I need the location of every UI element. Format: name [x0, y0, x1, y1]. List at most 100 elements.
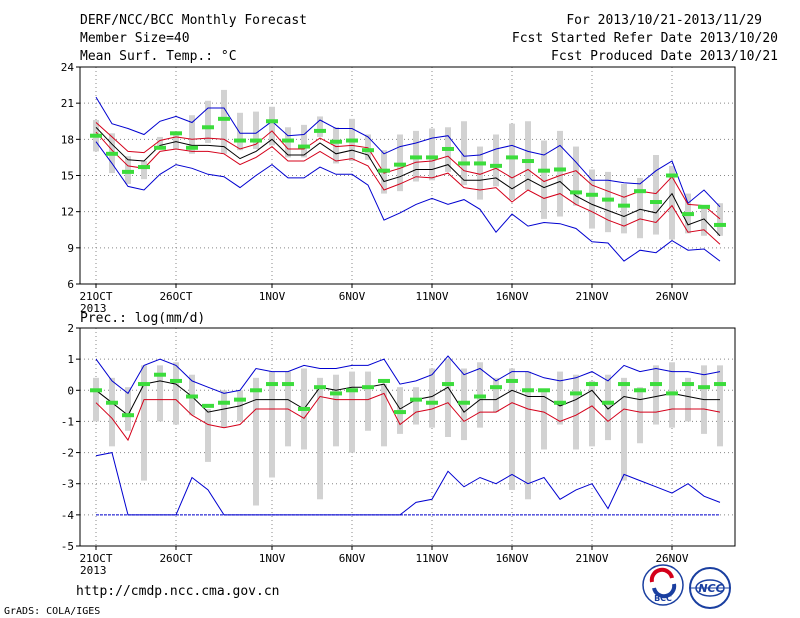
prec-median-mark	[650, 382, 662, 387]
prec-xtick-label: 6NOV	[339, 552, 366, 565]
prec-ytick-label: -4	[61, 509, 75, 522]
temp-xtick-label: 11NOV	[415, 290, 448, 303]
prec-xtick-label: 11NOV	[415, 552, 448, 565]
temp-median-mark	[154, 145, 166, 150]
temp-ensemble-box	[429, 128, 435, 181]
temp-median-mark	[714, 222, 726, 227]
temp-median-mark	[346, 138, 358, 143]
prec-ytick-label: -1	[61, 415, 74, 428]
temp-median-mark	[522, 159, 534, 164]
prec-ensemble-box	[605, 374, 611, 441]
temp-ensemble-box	[173, 132, 179, 149]
prec-ensemble-box	[557, 371, 563, 425]
temp-median-mark	[458, 161, 470, 166]
temp-median-mark	[186, 145, 198, 150]
prec-ensemble-box	[173, 362, 179, 425]
temp-median-mark	[410, 155, 422, 160]
prec-median-mark	[394, 410, 406, 415]
temp-ensemble-box	[509, 123, 515, 200]
prec-ytick-label: -5	[61, 540, 74, 553]
prec-median-mark	[490, 385, 502, 390]
prec-median-mark	[602, 400, 614, 405]
temp-median-mark	[442, 146, 454, 151]
bcc-logo-arc-red	[649, 567, 674, 583]
temp-median-mark	[282, 138, 294, 143]
prec-extreme-min-line	[95, 452, 721, 516]
prec-ensemble-box	[205, 408, 211, 462]
temp-ensemble-box	[541, 140, 547, 219]
temp-ytick-label: 6	[67, 278, 74, 291]
temp-median-mark	[554, 167, 566, 172]
prec-median-mark	[266, 382, 278, 387]
prec-median-mark	[330, 391, 342, 396]
ncc-logo: NCC	[689, 567, 731, 609]
temp-median-mark	[538, 168, 550, 173]
temp-spread-upper-line	[95, 122, 721, 220]
prec-mean-line	[95, 380, 720, 416]
prec-median-mark	[554, 400, 566, 405]
temp-plot-frame	[79, 66, 736, 285]
prec-median-mark	[570, 391, 582, 396]
temp-median-mark	[218, 116, 230, 121]
prec-ensemble-box	[365, 371, 371, 431]
temp-ensemble-box	[317, 116, 323, 137]
temp-ensemble-box	[717, 203, 723, 236]
temp-ensemble-box	[301, 124, 307, 158]
temp-ensemble-box	[493, 134, 499, 187]
temp-ensemble-box	[365, 134, 371, 160]
temp-xtick-label: 21NOV	[575, 290, 608, 303]
prec-ensemble-box	[349, 371, 355, 453]
grads-credit: GrADS: COLA/IGES	[4, 606, 100, 617]
prec-median-mark	[186, 394, 198, 399]
temp-median-mark	[394, 162, 406, 167]
prec-ensemble-box	[109, 377, 115, 447]
prec-median-mark	[314, 385, 326, 390]
prec-median-mark	[106, 400, 118, 405]
temp-ytick-label: 24	[61, 61, 75, 74]
temp-ensemble-box	[701, 205, 707, 236]
prec-ytick-label: 1	[67, 353, 74, 366]
temp-ytick-label: 15	[61, 170, 74, 183]
temp-median-mark	[634, 189, 646, 194]
prec-ensemble-box	[493, 377, 499, 413]
prec-ensemble-box	[253, 377, 259, 506]
prec-ensemble-box	[429, 368, 435, 428]
temp-ytick-label: 21	[61, 97, 74, 110]
prec-ensemble-box	[269, 371, 275, 478]
precip-variable-label: Prec.: log(mm/d)	[80, 311, 205, 326]
temp-ensemble-box	[557, 130, 563, 217]
prec-ensemble-box	[573, 374, 579, 450]
prec-ensemble-box	[93, 377, 99, 422]
prec-xtick-label: 26OCT	[159, 552, 192, 565]
temp-median-mark	[250, 138, 262, 143]
prec-median-mark	[122, 413, 134, 418]
temp-xtick-label: 26NOV	[655, 290, 688, 303]
prec-ytick-label: 0	[67, 384, 74, 397]
prec-ensemble-box	[717, 365, 723, 447]
bcc-logo-text: BCC	[654, 594, 672, 603]
prec-median-mark	[218, 400, 230, 405]
forecast-period: For 2013/10/21-2013/11/29	[566, 13, 762, 28]
prec-median-mark	[378, 378, 390, 383]
temp-ytick-label: 18	[61, 133, 74, 146]
source-url[interactable]: http://cmdp.ncc.cma.gov.cn	[76, 584, 280, 599]
prec-ensemble-box	[413, 387, 419, 425]
temp-median-mark	[170, 131, 182, 136]
prec-median-mark	[298, 406, 310, 411]
temp-xtick-label: 26OCT	[159, 290, 192, 303]
prec-ytick-label: 2	[67, 322, 74, 335]
temp-median-mark	[650, 200, 662, 205]
member-size-label: Member Size=40	[80, 31, 190, 46]
temp-median-mark	[106, 151, 118, 156]
bcc-logo-arc-blue	[652, 583, 677, 599]
prec-median-mark	[170, 378, 182, 383]
variable-label: Mean Surf. Temp.: °C	[80, 49, 237, 64]
temp-ensemble-box	[141, 161, 147, 180]
temp-extreme-min-line	[95, 141, 721, 262]
temp-ensemble-box	[237, 112, 243, 151]
prec-ensemble-box	[381, 384, 387, 447]
temp-ensemble-box	[669, 165, 675, 240]
